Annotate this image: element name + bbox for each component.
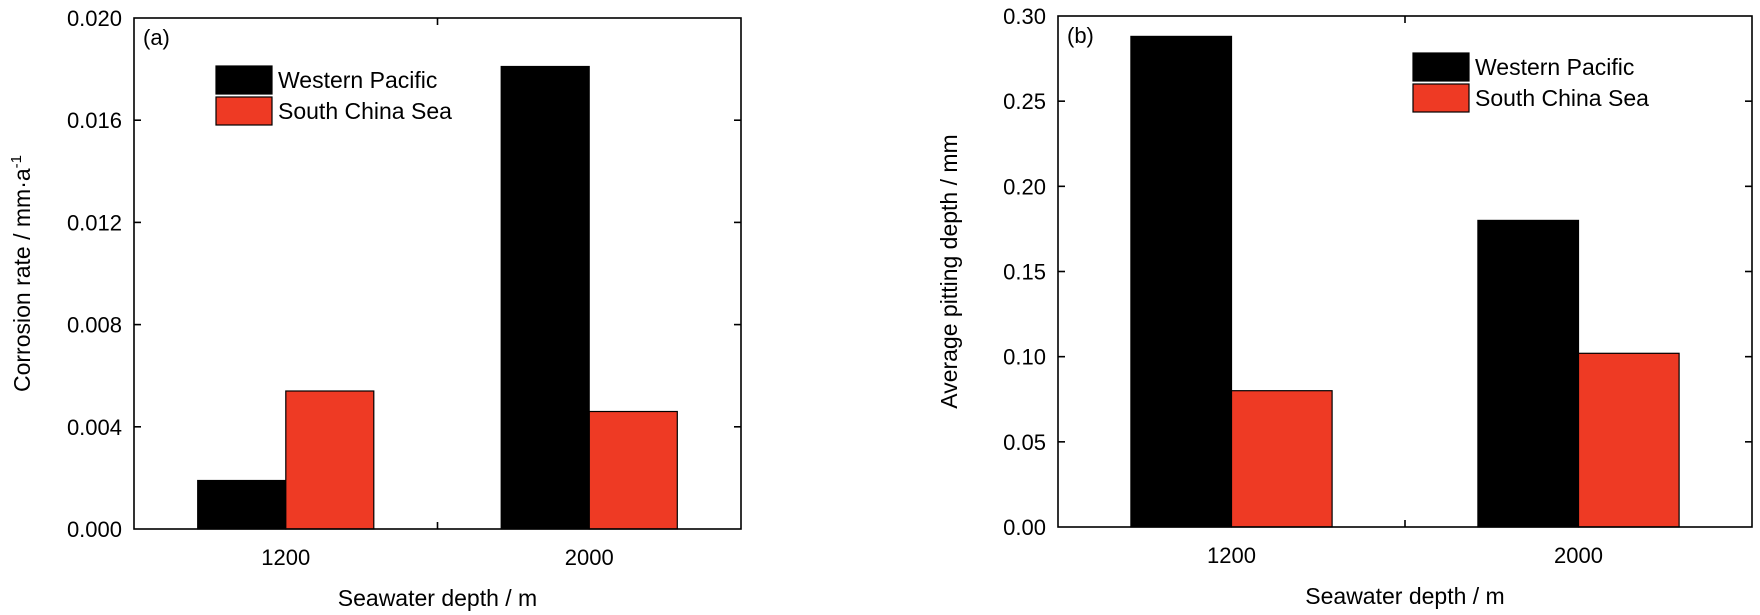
panel-a-y-axis-title-text: Corrosion rate / mm·a [9,168,35,392]
panel-a-y-axis-title: Corrosion rate / mm·a-1 [8,155,35,392]
panel-b-bar-western-pacific-1200 [1130,35,1233,528]
panel-b-legend-swatch-western-pacific [1412,52,1470,82]
panel-a-bar-south-china-sea-1200 [285,390,375,530]
panel-a-y-axis-title-superscript: -1 [8,155,25,168]
panel-b-ytick-label: 0.10 [1003,345,1046,370]
panel-a-xtick-label: 2000 [565,545,614,570]
panel-a-bar-south-china-sea-2000 [588,410,678,530]
panel-b-panel-label: (b) [1067,23,1094,48]
panel-a-ytick-label: 0.012 [67,210,122,235]
panel-a-bar-western-pacific-2000 [500,65,590,530]
panel-a-bar-western-pacific-1200 [197,479,287,530]
panel-a-legend-label: South China Sea [278,98,452,124]
panel-a-xtick-label: 1200 [261,545,310,570]
panel-a-ytick-label: 0.004 [67,415,122,440]
panel-b: 0.00 0.05 0.10 0.15 0.20 0.25 0.30 1200 2000 Seaw… [936,4,1753,609]
panel-b-legend-label: Western Pacific [1475,54,1634,80]
panel-b-bar-south-china-sea-1200 [1230,390,1333,528]
panel-a-legend-swatch-south-china-sea [215,96,273,126]
panel-a-ytick-label: 0.008 [67,313,122,338]
panel-a-ytick-label: 0.020 [67,6,122,31]
panel-b-bar-south-china-sea-2000 [1577,352,1680,528]
panel-b-ytick-label: 0.15 [1003,260,1046,285]
panel-a-legend-label: Western Pacific [278,67,437,93]
panel-b-y-axis-title: Average pitting depth / mm [936,134,962,408]
panel-a-x-axis-title: Seawater depth / m [338,585,537,611]
panel-b-legend-label: South China Sea [1475,85,1649,111]
panel-a-panel-label: (a) [143,25,170,50]
panel-b-ytick-label: 0.00 [1003,515,1046,540]
panel-b-ytick-label: 0.30 [1003,4,1046,29]
panel-b-bar-western-pacific-2000 [1477,219,1580,528]
panel-b-ytick-label: 0.20 [1003,174,1046,199]
panel-b-ytick-label: 0.05 [1003,430,1046,455]
panel-b-x-axis-title: Seawater depth / m [1305,583,1504,609]
panel-a-ytick-label: 0.016 [67,108,122,133]
panel-a-legend-swatch-western-pacific [215,65,273,95]
panel-b-xtick-label: 2000 [1554,543,1603,568]
panel-b-legend-swatch-south-china-sea [1412,83,1470,113]
panel-a: 0.000 0.004 0.008 0.012 0.016 0.020 1200 2000 Se… [8,6,742,611]
panel-b-ytick-label: 0.25 [1003,89,1046,114]
panel-a-ytick-label: 0.000 [67,517,122,542]
panel-b-y-axis-title-text: Average pitting depth / mm [936,134,962,408]
panel-b-xtick-label: 1200 [1207,543,1256,568]
